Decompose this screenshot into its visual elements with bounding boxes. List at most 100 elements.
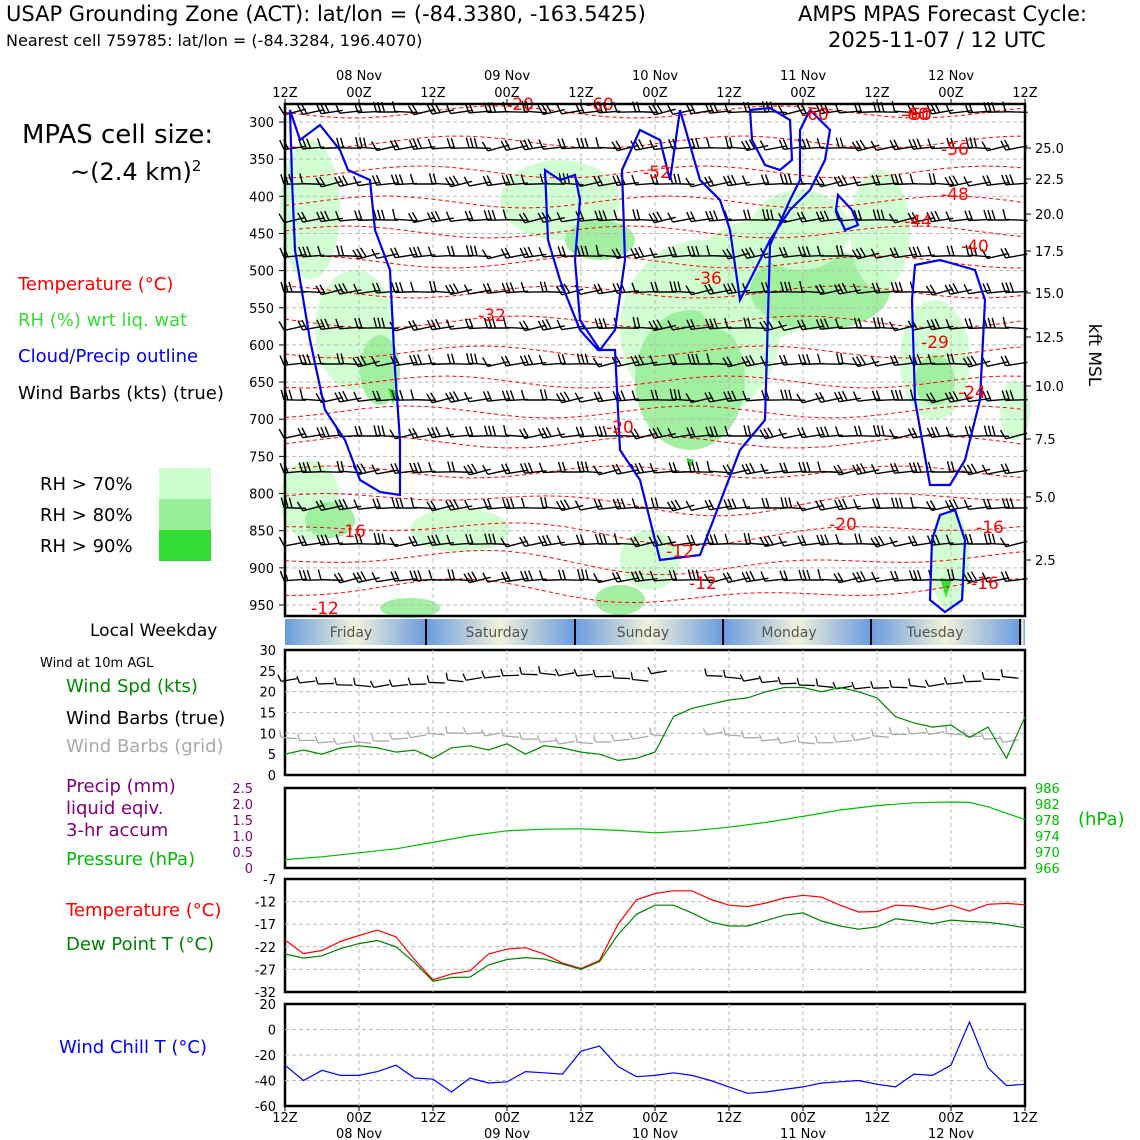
wind-barb-feather bbox=[966, 464, 974, 475]
wind-barb-feather bbox=[597, 175, 604, 186]
wind-barb-feather bbox=[559, 392, 567, 403]
wind-barb bbox=[648, 319, 676, 332]
wind-barb-feather bbox=[652, 427, 659, 438]
wind-barb-shaft bbox=[672, 217, 695, 223]
wind-barb-feather bbox=[638, 354, 645, 365]
wind-barb-feather bbox=[356, 464, 363, 474]
wind-barb-feather bbox=[749, 355, 756, 365]
wind-barb-feather bbox=[297, 535, 304, 546]
wind-barb-feather bbox=[470, 353, 474, 364]
wind-barb-feather bbox=[934, 426, 941, 437]
wind-barb-feather bbox=[650, 174, 655, 185]
wind-barb-feather bbox=[500, 248, 507, 259]
wind-barb-feather bbox=[907, 536, 914, 547]
wind-barb bbox=[483, 317, 510, 329]
wind-barb-feather bbox=[279, 247, 285, 258]
wind-barb bbox=[334, 283, 362, 295]
wind-barb-feather bbox=[948, 391, 955, 402]
pressure-unit-label: (hPa) bbox=[1078, 809, 1125, 830]
wind-barb-feather bbox=[615, 248, 622, 258]
wind-barb-feather bbox=[448, 284, 456, 294]
surface-barb-feather bbox=[501, 728, 504, 737]
surface-barb-shaft bbox=[983, 678, 1001, 681]
wind-barb-feather bbox=[999, 537, 1007, 548]
wind-barb-feather bbox=[741, 248, 748, 259]
weekday-band bbox=[285, 619, 426, 645]
wind-barb-feather bbox=[316, 427, 322, 438]
wind-barb-feather bbox=[722, 465, 729, 475]
surface-barb-feather bbox=[796, 677, 800, 686]
wind-barb-feather bbox=[467, 572, 474, 583]
wind-barb-feather bbox=[816, 138, 822, 149]
wind-barb bbox=[1000, 139, 1028, 151]
wind-barb-feather bbox=[833, 284, 840, 295]
wind-barb bbox=[963, 571, 991, 584]
wind-barb-feather bbox=[278, 428, 285, 439]
legend-rh: RH (%) wrt liq. wat bbox=[18, 310, 188, 331]
wind-barb-feather bbox=[576, 245, 581, 256]
wind-barb-feather bbox=[816, 426, 822, 438]
rh-shading-area bbox=[280, 140, 340, 280]
surface-barb-feather bbox=[407, 677, 412, 685]
wind-barb-feather bbox=[708, 391, 715, 402]
wind-barb-feather bbox=[594, 426, 600, 437]
surface-barb-feather bbox=[870, 681, 874, 689]
wind-barb-feather bbox=[889, 463, 896, 474]
wind-barb-shaft bbox=[616, 434, 640, 438]
wind-barb-feather bbox=[372, 390, 378, 402]
wind-barb-feather bbox=[890, 174, 896, 185]
wind-barb-shaft bbox=[376, 253, 399, 259]
wind-barb-feather bbox=[722, 357, 729, 368]
wind-barb-feather bbox=[352, 176, 359, 187]
wind-barb-feather bbox=[316, 319, 322, 330]
wind-barb-feather bbox=[853, 317, 859, 329]
wind-barb-feather bbox=[743, 425, 748, 436]
wind-barb-feather bbox=[390, 282, 396, 293]
legend-temperature: Temperature (°C) bbox=[18, 274, 174, 295]
wind-barb-feather bbox=[413, 570, 419, 581]
wind-barb-feather bbox=[912, 138, 918, 150]
wind-barb-feather bbox=[297, 212, 304, 223]
wind-barb-feather bbox=[538, 246, 544, 258]
wind-barb bbox=[520, 282, 547, 293]
wind-barb bbox=[685, 393, 713, 404]
wind-barb-feather bbox=[934, 534, 941, 545]
wind-barb bbox=[315, 499, 343, 511]
wind-barb bbox=[278, 428, 306, 439]
wind-barb bbox=[759, 427, 787, 440]
wind-barb bbox=[963, 176, 991, 187]
wind-barb-feather bbox=[722, 176, 729, 187]
wind-barb-feather bbox=[428, 462, 433, 473]
rh-shading-area bbox=[635, 310, 745, 450]
wind-barb bbox=[445, 499, 473, 511]
wind-barb-feather bbox=[333, 573, 341, 584]
wind-barb bbox=[944, 391, 972, 403]
wind-barb bbox=[352, 355, 380, 368]
surface-barb-feather bbox=[445, 672, 449, 681]
precip-tick-label: 2.0 bbox=[232, 798, 253, 813]
wind-barb-feather bbox=[487, 317, 493, 329]
wind-barb-feather bbox=[859, 139, 867, 150]
wind-barb-shaft bbox=[783, 216, 806, 224]
wind-barb-feather bbox=[779, 570, 785, 581]
wind-barb-feather bbox=[358, 533, 363, 545]
wind-barb bbox=[297, 211, 325, 223]
wind-barb-feather bbox=[760, 355, 766, 366]
wind-barb-feather bbox=[500, 537, 507, 548]
wind-barb-feather bbox=[315, 177, 322, 188]
wind-barb-feather bbox=[620, 390, 626, 401]
wind-barb-feather bbox=[482, 391, 489, 402]
surface-wind-barb-grid bbox=[370, 733, 390, 742]
bottom-time-tick-label: 00Z bbox=[790, 1111, 816, 1126]
wind-barb bbox=[888, 213, 917, 224]
wind-barb-feather bbox=[390, 174, 396, 185]
wind-barb bbox=[833, 390, 861, 403]
wind-barb-feather bbox=[674, 499, 682, 510]
legend-pressure: Pressure (hPa) bbox=[66, 849, 196, 870]
wind-barb-shaft bbox=[302, 504, 325, 512]
wind-barb-feather bbox=[611, 464, 618, 475]
wind-barb-shaft bbox=[506, 540, 528, 548]
wind-barb-feather bbox=[726, 571, 733, 582]
precip-tick-label: 0.5 bbox=[232, 846, 253, 861]
wind-barb-feather bbox=[545, 534, 552, 545]
